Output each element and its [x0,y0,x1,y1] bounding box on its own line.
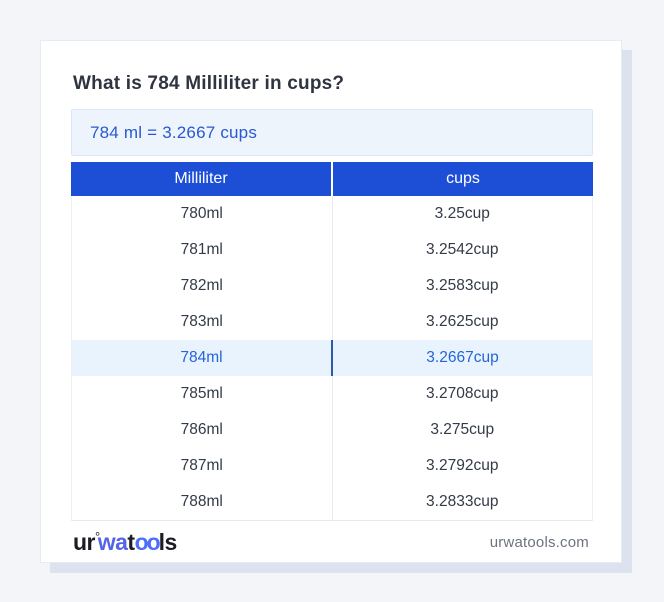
table-row: 782ml 3.2583cup [72,268,592,304]
urwatools-logo[interactable]: ur°watools [73,530,177,554]
table-body: 780ml 3.25cup 781ml 3.2542cup 782ml 3.25… [71,196,593,521]
ml-cell: 783ml [72,304,333,340]
cup-cell: 3.2667cup [426,349,499,366]
conversion-table: Milliliter cups 780ml 3.25cup 781ml 3.25… [71,162,593,521]
table-row: 784ml 3.2667cup [72,340,592,376]
table-header-cups: cups [446,170,480,187]
logo-part-blue: wa [97,529,128,555]
ml-cell: 788ml [72,484,333,520]
cup-cell: 3.2833cup [426,493,499,510]
table-row: 781ml 3.2542cup [72,232,592,268]
cup-cell: 3.275cup [430,421,495,438]
cup-cell: 3.2583cup [426,277,499,294]
ml-cell: 785ml [72,376,333,412]
ml-cell: 784ml [72,340,333,376]
table-header-row: Milliliter cups [71,162,593,196]
cup-cell: 3.2625cup [426,313,499,330]
ml-cell: 786ml [72,412,333,448]
card-footer: ur°watools urwatools.com [71,521,591,563]
logo-ring-icon: ° [95,529,100,544]
page-title: What is 784 Milliliter in cups? [73,73,345,94]
logo-part-blue: oo [134,529,161,555]
logo-part-dark: ls [158,529,178,555]
table-row: 786ml 3.275cup [72,412,592,448]
cup-cell: 3.2792cup [426,457,499,474]
logo-part-dark: ur [73,529,96,555]
ml-cell: 787ml [72,448,333,484]
table-row: 788ml 3.2833cup [72,484,592,520]
conversion-card: What is 784 Milliliter in cups? 784 ml =… [40,40,622,563]
ml-cell: 782ml [72,268,333,304]
table-row: 785ml 3.2708cup [72,376,592,412]
result-box: 784 ml = 3.2667 cups [71,109,593,156]
table-header-milliliter: Milliliter [71,162,333,196]
ml-cell: 780ml [72,196,333,232]
logo-part-dark: t [127,529,135,555]
result-text: 784 ml = 3.2667 cups [90,122,258,142]
table-row: 780ml 3.25cup [72,196,592,232]
cup-cell: 3.25cup [434,205,490,222]
site-domain-text: urwatools.com [489,533,589,551]
cup-cell: 3.2542cup [426,241,499,258]
cup-cell: 3.2708cup [426,385,499,402]
table-row: 787ml 3.2792cup [72,448,592,484]
ml-cell: 781ml [72,232,333,268]
table-row: 783ml 3.2625cup [72,304,592,340]
